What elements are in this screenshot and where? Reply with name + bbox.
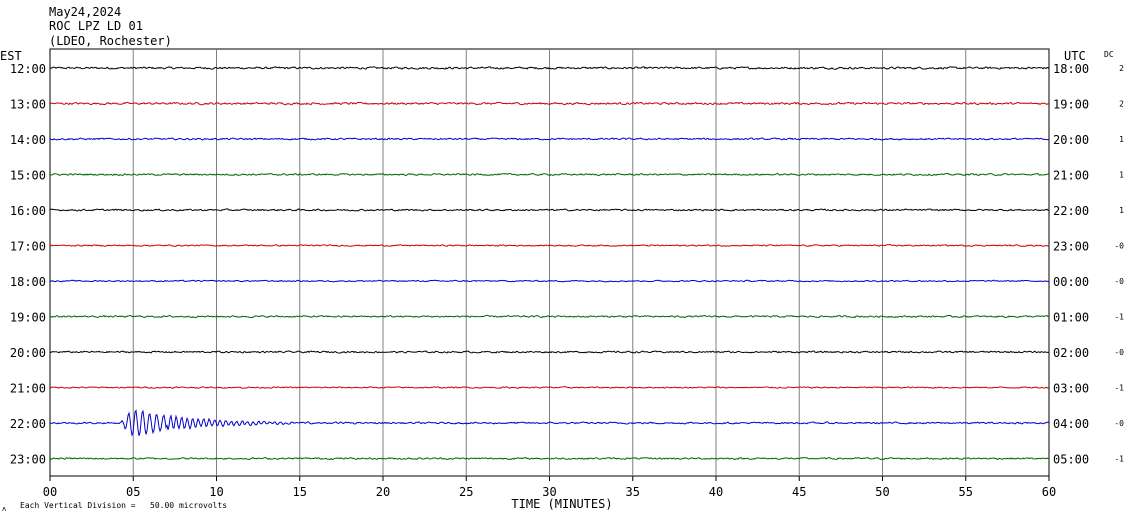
dc-offset-value: 1 bbox=[1119, 206, 1124, 215]
est-time-label: 17:00 bbox=[10, 240, 46, 254]
corner-mark: ʌ bbox=[2, 505, 6, 513]
utc-time-label: 01:00 bbox=[1053, 311, 1089, 325]
utc-time-label: 02:00 bbox=[1053, 346, 1089, 360]
est-time-label: 20:00 bbox=[10, 346, 46, 360]
x-tick-label: 20 bbox=[376, 485, 390, 499]
dc-offset-value: 1 bbox=[1119, 171, 1124, 180]
x-tick-labels: 00 05 10 15 20 25 30 35 40 45 50 55 60 bbox=[43, 476, 1056, 499]
x-tick-label: 50 bbox=[875, 485, 889, 499]
utc-time-label: 18:00 bbox=[1053, 62, 1089, 76]
x-axis-label: TIME (MINUTES) bbox=[511, 497, 612, 511]
x-tick-label: 45 bbox=[792, 485, 806, 499]
utc-time-label: 22:00 bbox=[1053, 204, 1089, 218]
seismogram-trace bbox=[49, 101, 1050, 106]
utc-time-label: 05:00 bbox=[1053, 453, 1089, 467]
dc-offset-value: -0 bbox=[1114, 277, 1124, 286]
header-station: ROC LPZ LD 01 bbox=[49, 19, 143, 33]
utc-time-label: 19:00 bbox=[1053, 98, 1089, 112]
seismogram-trace bbox=[49, 66, 1050, 70]
seismogram-trace bbox=[49, 350, 1050, 354]
dc-offset-value: -1 bbox=[1114, 313, 1124, 322]
seismogram-trace bbox=[49, 314, 1050, 319]
est-time-label: 18:00 bbox=[10, 275, 46, 289]
dc-offset-value: -1 bbox=[1114, 384, 1124, 393]
seismogram-trace bbox=[49, 386, 1050, 389]
x-tick-label: 35 bbox=[626, 485, 640, 499]
est-time-label: 15:00 bbox=[10, 169, 46, 183]
utc-time-label: 00:00 bbox=[1053, 275, 1089, 289]
utc-axis-label: UTC bbox=[1064, 49, 1086, 63]
seismogram-trace bbox=[49, 244, 1050, 247]
seismogram-trace bbox=[49, 279, 1050, 283]
x-tick-label: 00 bbox=[43, 485, 57, 499]
dc-offset-value: 2 bbox=[1119, 64, 1124, 73]
utc-time-label: 04:00 bbox=[1053, 417, 1089, 431]
est-time-label: 16:00 bbox=[10, 204, 46, 218]
est-axis-label: EST bbox=[0, 49, 22, 63]
utc-time-label: 21:00 bbox=[1053, 169, 1089, 183]
x-tick-label: 40 bbox=[709, 485, 723, 499]
utc-time-label: 20:00 bbox=[1053, 133, 1089, 147]
dc-offset-value: -1 bbox=[1114, 455, 1124, 464]
trace-group bbox=[49, 66, 1050, 461]
utc-time-label: 03:00 bbox=[1053, 382, 1089, 396]
x-tick-label: 05 bbox=[126, 485, 140, 499]
scale-note: Each Vertical Division = 50.00 microvolt… bbox=[20, 501, 227, 510]
seismogram-trace bbox=[49, 137, 1050, 141]
utc-time-label: 23:00 bbox=[1053, 240, 1089, 254]
est-time-label: 12:00 bbox=[10, 62, 46, 76]
x-tick-label: 15 bbox=[293, 485, 307, 499]
dc-offset-value: -0 bbox=[1114, 348, 1124, 357]
x-tick-label: 55 bbox=[959, 485, 973, 499]
est-time-label: 14:00 bbox=[10, 133, 46, 147]
dc-offset-value: -0 bbox=[1114, 419, 1124, 428]
dc-label: DC bbox=[1104, 50, 1114, 59]
est-time-label: 19:00 bbox=[10, 311, 46, 325]
est-time-label: 22:00 bbox=[10, 417, 46, 431]
seismogram-trace bbox=[49, 409, 1050, 437]
grid-lines bbox=[49, 48, 1050, 477]
seismogram-trace bbox=[49, 208, 1050, 212]
dc-offset-value: -0 bbox=[1114, 242, 1124, 251]
header-date: May24,2024 bbox=[49, 5, 121, 19]
x-tick-label: 30 bbox=[542, 485, 556, 499]
seismogram-trace bbox=[49, 456, 1050, 461]
dc-offset-value: 1 bbox=[1119, 135, 1124, 144]
dc-offset-value: 2 bbox=[1119, 100, 1124, 109]
est-time-label: 21:00 bbox=[10, 382, 46, 396]
est-time-label: 23:00 bbox=[10, 453, 46, 467]
seismogram-trace bbox=[49, 172, 1050, 177]
x-tick-label: 25 bbox=[459, 485, 473, 499]
header-network: (LDEO, Rochester) bbox=[49, 34, 172, 48]
x-tick-label: 60 bbox=[1042, 485, 1056, 499]
x-tick-label: 10 bbox=[209, 485, 223, 499]
est-time-label: 13:00 bbox=[10, 98, 46, 112]
row-labels: 12:00 18:00 2 13:00 19:00 2 14:00 20:00 1 15:00 21… bbox=[10, 62, 1124, 467]
